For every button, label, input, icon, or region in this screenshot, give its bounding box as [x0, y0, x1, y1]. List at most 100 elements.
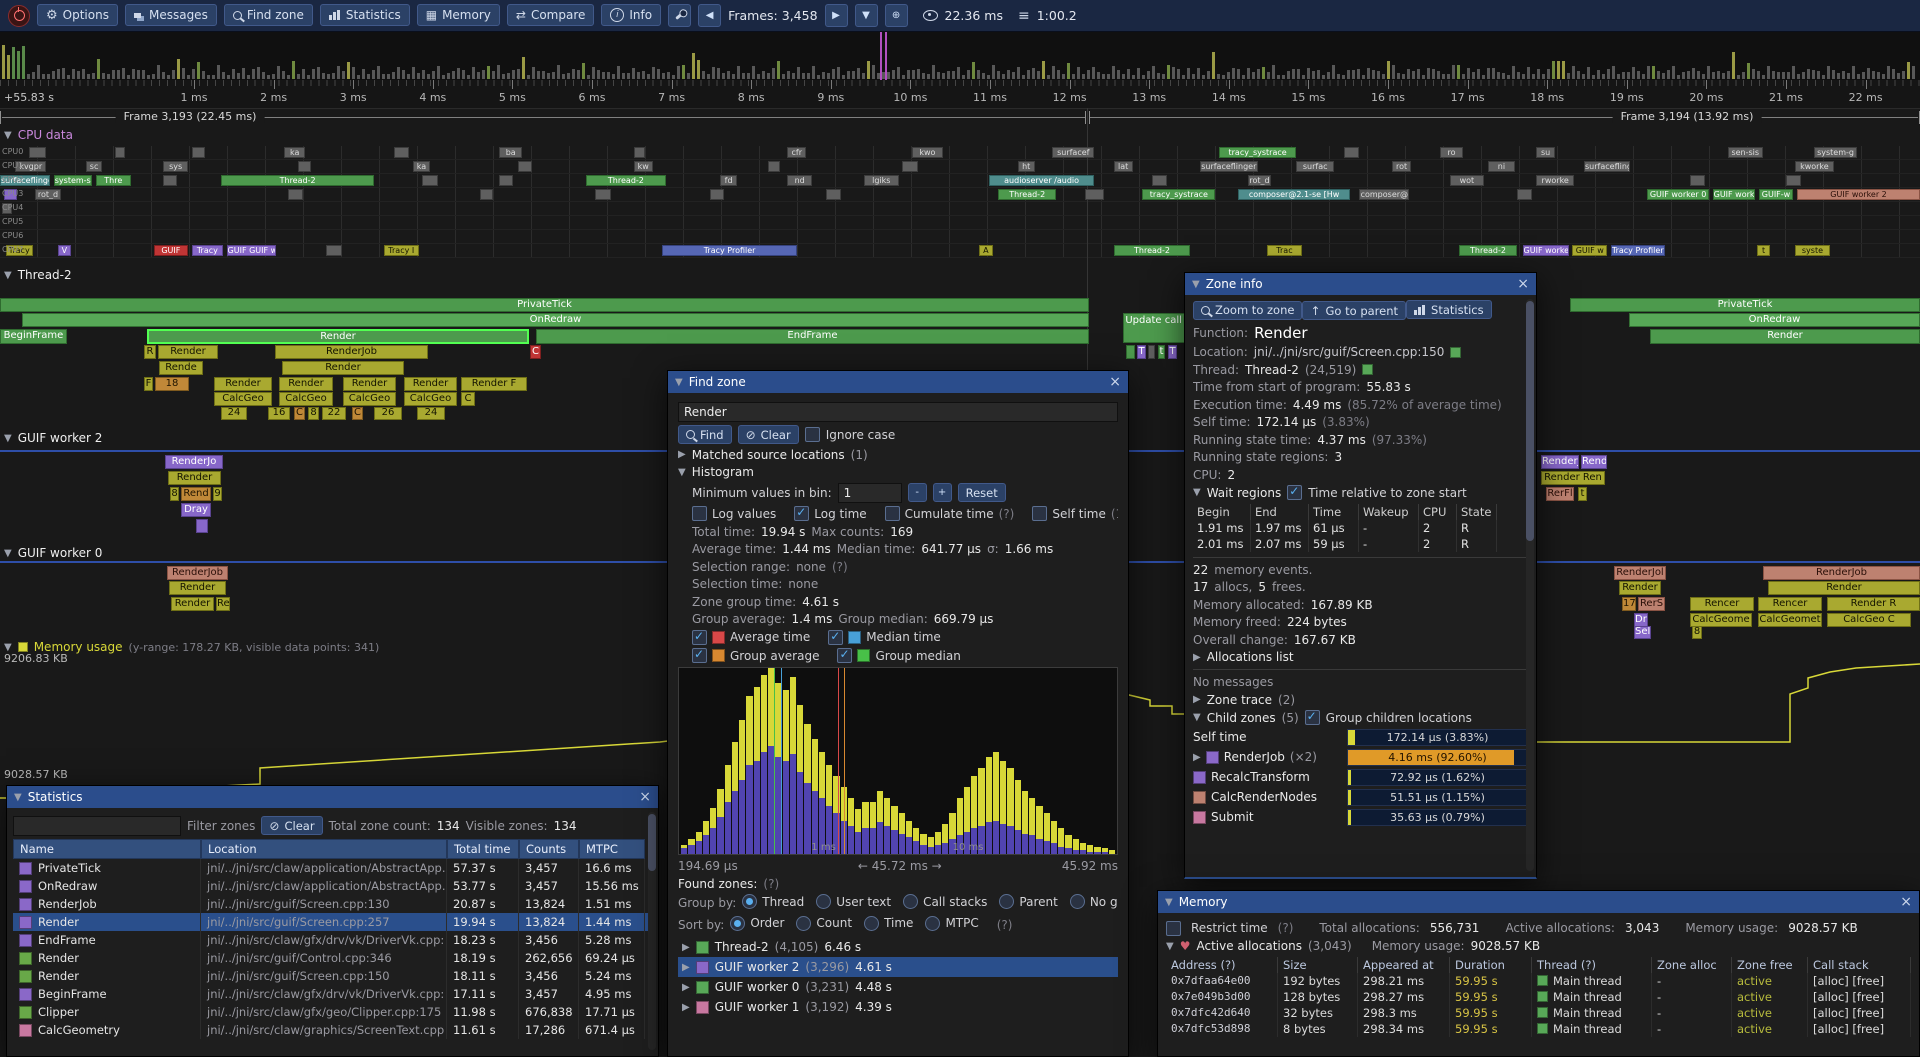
cpu-zone[interactable] [825, 189, 841, 200]
timeline-zone[interactable]: PrivateTick [0, 298, 1089, 312]
legend-checkbox-median-time[interactable] [828, 629, 844, 645]
cpu-zone[interactable]: nd [787, 175, 813, 186]
cpu-zone[interactable]: Thread-2 [585, 175, 667, 186]
timeline-zone[interactable]: Rencer [1758, 597, 1822, 611]
radio-time[interactable] [864, 915, 880, 931]
timeline-zone[interactable]: 16 [268, 407, 290, 420]
statistics-window-titlebar[interactable]: ▼ Statistics × [7, 786, 658, 808]
cpu-zone[interactable]: GUIF w [1572, 245, 1608, 256]
cpu-zone[interactable]: sc [86, 161, 102, 172]
cpu-zone[interactable]: ro [1440, 147, 1464, 158]
cpu-zone[interactable]: Tracy [192, 245, 223, 256]
cpu-zone[interactable]: sys [163, 161, 189, 172]
power-button[interactable] [8, 4, 30, 27]
radio-parent[interactable] [999, 894, 1015, 909]
cpu-zone[interactable]: fd [720, 175, 738, 186]
timeline-zone[interactable]: Render F [461, 377, 527, 391]
child-zone-row[interactable]: Submit 35.63 μs (0.79%) [1193, 808, 1528, 826]
collapse-icon[interactable]: ▼ [1166, 940, 1174, 952]
stats-row[interactable]: Render jni/../jni/src/guif/Control.cpp:34… [13, 949, 652, 967]
memory-usage-header[interactable]: ▼ Memory usage (y-range: 178.27 KB, visi… [4, 640, 379, 654]
cpu-zone[interactable] [1084, 189, 1104, 200]
timeline-zone[interactable]: 24 [221, 407, 247, 420]
timeline-zone[interactable]: CalcGeo [343, 392, 396, 406]
radio-user-text[interactable] [816, 894, 832, 909]
timeline-zone[interactable]: 24 [417, 407, 445, 420]
cpu-zone[interactable]: GUIF [153, 245, 189, 256]
radio-call-stacks[interactable] [903, 894, 919, 909]
memory-col-header[interactable]: Duration [1450, 956, 1532, 973]
stats-col-header[interactable]: MTPC [579, 839, 645, 859]
cpu-zone[interactable] [288, 189, 304, 200]
stats-row[interactable]: CalcGeometry jni/../jni/src/claw/graphics… [13, 1021, 652, 1039]
timeline-zone[interactable]: RerFl [1546, 487, 1574, 501]
timeline-zone[interactable]: RenderJob [1763, 566, 1920, 580]
timeline-zone[interactable]: Re5 [216, 597, 230, 611]
timeline-zone[interactable]: Render [343, 377, 396, 391]
timeline-zone[interactable]: RenderJol [1614, 566, 1666, 580]
cpu-zone[interactable]: cfr [787, 147, 807, 158]
toolbar-options-button[interactable]: Options [37, 4, 118, 26]
cpu-zone[interactable] [518, 161, 532, 172]
timeline-zone[interactable]: OnRedraw [1629, 313, 1920, 327]
timeline-zone[interactable]: 26 [374, 407, 402, 420]
cpu-zone[interactable]: GUIF worker 2 [1522, 245, 1569, 256]
histogram-chart[interactable]: 1 ms 10 ms [678, 667, 1118, 855]
cpu-zone[interactable]: ni [1488, 161, 1515, 172]
toolbar-statistics-button[interactable]: Statistics [319, 4, 410, 26]
checkbox-self-time[interactable] [1032, 506, 1048, 521]
timeline-zone[interactable]: OnRedraw [22, 313, 1089, 327]
timeline-zone[interactable]: EndFrame [536, 329, 1089, 344]
cpu-zone[interactable]: kw [633, 161, 653, 172]
find-zone-search-input[interactable] [678, 401, 1118, 422]
timeline-zone[interactable]: Render [279, 377, 333, 391]
cpu-zone[interactable] [710, 189, 724, 200]
cpu-zone[interactable] [297, 161, 312, 172]
cpu-zone[interactable]: wot [1449, 175, 1485, 186]
timeline-zone[interactable]: C [294, 407, 305, 420]
go-to-parent-button[interactable]: Go to parent [1302, 301, 1407, 320]
timeline-zone[interactable]: Render Ren [1541, 471, 1605, 485]
timeline-zone[interactable]: RenderJ [1541, 455, 1579, 469]
cpu-zone[interactable]: ht [1017, 161, 1035, 172]
toolbar-messages-button[interactable]: Messages [124, 4, 217, 26]
checkbox-cumulate-time[interactable] [884, 506, 900, 521]
cpu-zone[interactable]: Thread-2 [1459, 245, 1517, 256]
min-bin-decrease-button[interactable]: - [907, 483, 927, 502]
cpu-zone[interactable]: surfac [1296, 161, 1335, 172]
frame-interval[interactable]: Frame 3,193 (22.45 ms) [0, 108, 1087, 128]
timeline-zone[interactable]: Render [404, 377, 457, 391]
stats-col-header[interactable]: Total time [447, 839, 519, 859]
cpu-zone[interactable]: t [1756, 245, 1771, 256]
toolbar-find-zone-button[interactable]: Find zone [223, 4, 313, 26]
cpu-zone[interactable]: surfaceflinge [0, 175, 50, 186]
toolbar-compare-button[interactable]: Compare [506, 4, 595, 26]
cpu-zone[interactable]: ka [284, 147, 306, 158]
cpu-zone[interactable]: Thread-2 [1113, 245, 1191, 256]
cpu-zone[interactable]: Thre [96, 175, 131, 186]
timeline-zone[interactable]: RenderJob [167, 566, 228, 580]
cpu-zone[interactable] [1, 203, 12, 214]
cpu-zone[interactable] [768, 161, 780, 172]
timeline-zone[interactable]: Render [214, 377, 272, 391]
memory-col-header[interactable]: Zone free [1732, 956, 1808, 973]
collapse-icon[interactable]: ▼ [1193, 487, 1201, 498]
found-zone-group-row[interactable]: ▶ GUIF worker 1 (3,192) 4.39 s [682, 1000, 892, 1014]
timeline-zone[interactable]: Rend [1581, 455, 1607, 469]
memory-col-header[interactable]: Thread (?) [1532, 956, 1652, 973]
next-frame-button[interactable]: ▶ [824, 4, 848, 27]
child-zone-row[interactable]: CalcRenderNodes 51.51 μs (1.15%) [1193, 788, 1528, 806]
stats-col-header[interactable]: Name [13, 839, 201, 859]
stats-filter-input[interactable] [13, 815, 181, 836]
legend-checkbox-group-median[interactable] [837, 648, 853, 663]
timeline-zone[interactable]: 8 [1692, 626, 1702, 639]
timeline-zone[interactable]: R [144, 345, 156, 359]
cpu-zone[interactable]: kwo [912, 147, 943, 158]
expand-icon[interactable]: ▶ [678, 449, 686, 460]
cpu-zone[interactable]: Thread-2 [998, 189, 1056, 200]
checkbox-log-values[interactable] [692, 506, 707, 521]
cpu-zone[interactable]: GUIF-w [1758, 189, 1794, 200]
timeline-zone[interactable]: 17 [1622, 597, 1636, 611]
timeline-zone[interactable]: Render [1650, 329, 1920, 344]
allocation-row[interactable]: 0x7e049b3d00 128 bytes 298.27 ms 59.95 s Mai… [1166, 988, 1911, 1005]
